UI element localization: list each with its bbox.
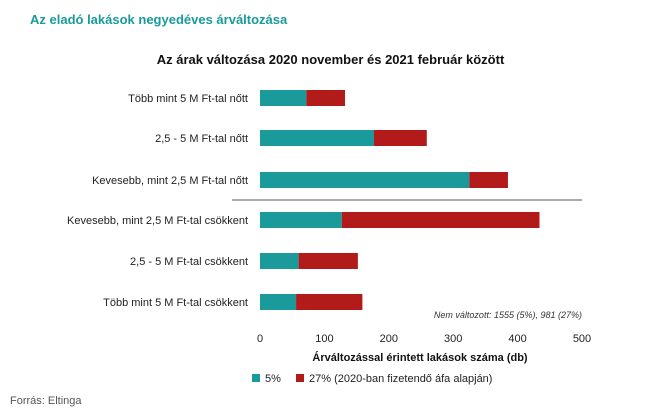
legend-swatch-series-2 xyxy=(296,374,304,382)
x-tick-label: 0 xyxy=(257,333,263,345)
chart-title: Az árak változása 2020 november és 2021 … xyxy=(156,52,505,67)
bar-segment-series-2 xyxy=(306,90,346,106)
x-axis-label: Árváltozással érintett lakások száma (db… xyxy=(312,351,528,364)
source-note: Forrás: Eltinga xyxy=(10,395,82,407)
category-label: Több mint 5 M Ft-tal nőtt xyxy=(128,93,248,105)
legend-label-series-1: 5% xyxy=(265,373,281,385)
x-tick-label: 300 xyxy=(444,333,462,345)
category-label: Több mint 5 M Ft-tal csökkent xyxy=(103,297,248,309)
annotation-note: Nem változott: 1555 (5%), 981 (27%) xyxy=(434,310,582,320)
x-tick-label: 200 xyxy=(380,333,398,345)
bar-segment-series-1 xyxy=(260,172,470,188)
header-title: Az eladó lakások negyedéves árváltozása xyxy=(30,12,288,27)
bar-segment-series-2 xyxy=(298,253,358,269)
bar-segment-series-1 xyxy=(260,130,374,146)
legend-swatch-series-1 xyxy=(252,374,260,382)
bar-segment-series-2 xyxy=(373,130,427,146)
bar-segment-series-1 xyxy=(260,253,299,269)
x-tick-label: 100 xyxy=(315,333,333,345)
bar-segment-series-1 xyxy=(260,90,307,106)
bar-segment-series-1 xyxy=(260,294,297,310)
x-tick-label: 400 xyxy=(508,333,526,345)
legend-label-series-2: 27% (2020-ban fizetendő áfa alapján) xyxy=(309,373,492,385)
bar-segment-series-2 xyxy=(469,172,508,188)
bar-segment-series-2 xyxy=(296,294,363,310)
bar-segment-series-1 xyxy=(260,212,342,228)
category-label: 2,5 - 5 M Ft-tal nőtt xyxy=(155,133,248,145)
bar-segment-series-2 xyxy=(341,212,540,228)
category-label: 2,5 - 5 M Ft-tal csökkent xyxy=(130,256,248,268)
category-label: Kevesebb, mint 2,5 M Ft-tal nőtt xyxy=(92,175,248,187)
category-label: Kevesebb, mint 2,5 M Ft-tal csökkent xyxy=(67,215,248,227)
x-tick-label: 500 xyxy=(573,333,591,345)
